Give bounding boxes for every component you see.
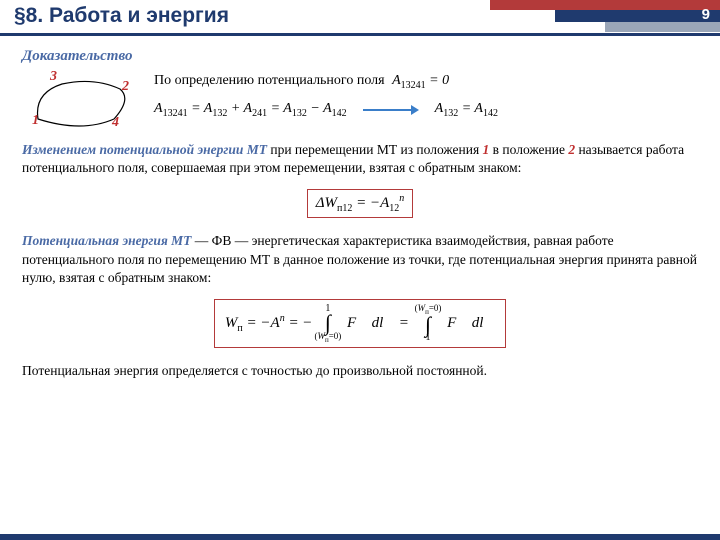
eq-chain-right: A132 = A142 bbox=[435, 101, 498, 119]
node-3-label: 3 bbox=[50, 69, 57, 85]
section-title: §8. Работа и энергия bbox=[14, 4, 229, 28]
formula-delta-w-wrap: ΔWп12 = −A12п bbox=[22, 183, 698, 224]
proof-heading: Доказательство bbox=[22, 48, 698, 65]
node-4-label: 4 bbox=[112, 115, 119, 131]
page-number: 9 bbox=[702, 6, 710, 23]
footer-bar bbox=[0, 534, 720, 540]
path-diagram: 1 3 2 4 bbox=[22, 71, 142, 133]
paragraph-potential-energy: Потенциальная энергия МТ — ФВ — энергети… bbox=[22, 232, 698, 287]
formula-wp-wrap: Wп = −Aп = − 1 ∫ (Wп=0) F⃗ dl⃗ = (Wп=0) … bbox=[22, 293, 698, 354]
definition-text: По определению потенциального поля bbox=[154, 73, 385, 88]
eq-derivation: A13241 = A132 + A241 = A132 − A142 A132 … bbox=[154, 101, 698, 119]
eq-chain-left: A13241 = A132 + A241 = A132 − A142 bbox=[154, 101, 347, 119]
formula-wp: Wп = −Aп = − 1 ∫ (Wп=0) F⃗ dl⃗ = (Wп=0) … bbox=[214, 299, 506, 348]
definition-line: По определению потенциального поля A1324… bbox=[154, 71, 698, 91]
node-2-label: 2 bbox=[122, 79, 129, 95]
slide-content: Доказательство 1 3 2 4 По определению по… bbox=[0, 36, 720, 381]
eq-closed-loop: A13241 = 0 bbox=[392, 73, 449, 88]
paragraph-constant: Потенциальная энергия определяется с точ… bbox=[22, 362, 698, 380]
paragraph-delta-w: Изменением потенциальной энергии МТ при … bbox=[22, 141, 698, 177]
formula-delta-w: ΔWп12 = −A12п bbox=[307, 189, 414, 218]
definition-row: 1 3 2 4 По определению потенциального по… bbox=[22, 71, 698, 133]
arrow-icon bbox=[363, 104, 419, 116]
slide-header: §8. Работа и энергия 9 bbox=[0, 0, 720, 36]
node-1-label: 1 bbox=[32, 113, 39, 129]
term-potential-energy: Потенциальная энергия МТ bbox=[22, 233, 191, 248]
term-delta-w: Изменением потенциальной энергии МТ bbox=[22, 142, 267, 157]
